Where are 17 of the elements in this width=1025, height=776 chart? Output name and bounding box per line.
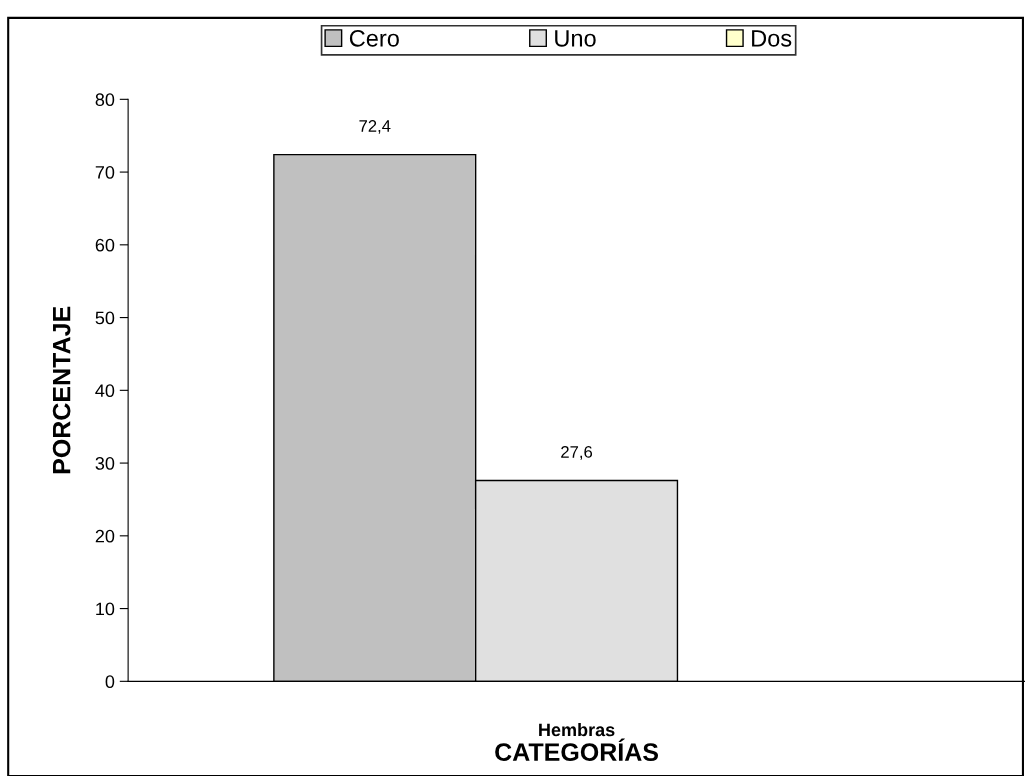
y-tick-label: 20 (95, 529, 115, 543)
y-tick-label: 40 (95, 384, 115, 398)
x-axis-title: CATEGORÍAS (495, 738, 658, 761)
y-tick-label: 70 (95, 166, 115, 179)
y-tick-label: 50 (95, 311, 115, 325)
data-label: 72,4 (359, 120, 391, 134)
y-tick-label: 10 (96, 602, 115, 616)
y-axis-title: PORCENTAJE (52, 306, 71, 474)
y-tick-label: 80 (95, 93, 115, 107)
data-label: 27,6 (561, 446, 593, 460)
y-tick-label: 0 (105, 675, 115, 689)
legend-label: Cero (349, 29, 399, 47)
y-tick-label: 60 (95, 238, 115, 252)
legend-label: Dos (752, 30, 792, 47)
y-tick-label: 30 (95, 457, 115, 470)
x-tick-label: Hembras (539, 722, 615, 737)
legend-label: Uno (555, 30, 596, 47)
